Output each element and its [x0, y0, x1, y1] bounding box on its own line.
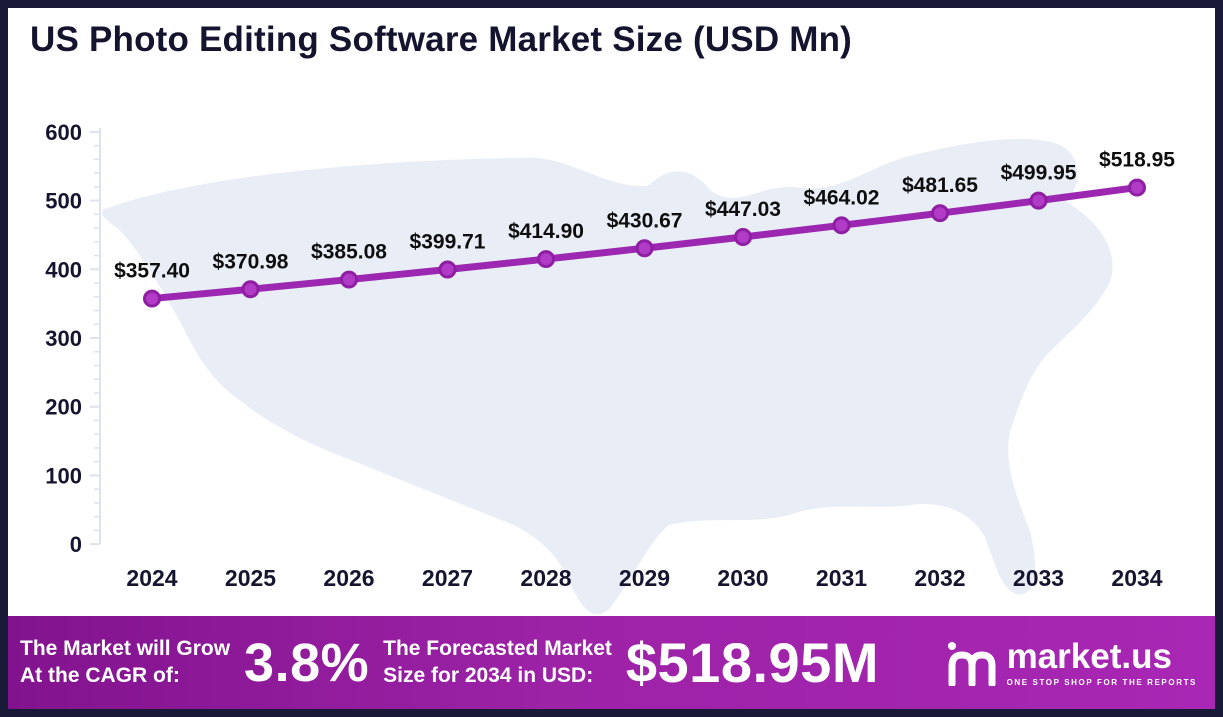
svg-text:2027: 2027	[422, 565, 473, 591]
cagr-label-line2: At the CAGR of:	[20, 663, 180, 687]
svg-text:2033: 2033	[1013, 565, 1064, 591]
svg-text:2024: 2024	[126, 565, 177, 591]
page-title: US Photo Editing Software Market Size (U…	[30, 20, 853, 59]
chart-area: 0 100 200 300 400 500 600 $357.40 $370.98 $385.08…	[8, 70, 1215, 616]
svg-text:2025: 2025	[225, 565, 276, 591]
market-us-logo: market.us ONE STOP SHOP FOR THE REPORTS	[945, 639, 1197, 687]
brand-text-block: market.us ONE STOP SHOP FOR THE REPORTS	[1007, 639, 1197, 687]
svg-text:$447.03: $447.03	[705, 198, 781, 221]
market-size-line-chart: 0 100 200 300 400 500 600 $357.40 $370.98 $385.08…	[45, 120, 1175, 615]
header: US Photo Editing Software Market Size (U…	[8, 8, 1215, 70]
cagr-label-line1: The Market will Grow	[20, 636, 231, 660]
svg-text:200: 200	[45, 395, 82, 420]
svg-text:$370.98: $370.98	[213, 250, 289, 273]
svg-text:400: 400	[45, 257, 82, 282]
svg-text:0: 0	[70, 532, 82, 557]
svg-text:$357.40: $357.40	[114, 260, 190, 283]
svg-text:2030: 2030	[717, 565, 768, 591]
forecast-label-line1: The Forecasted Market	[383, 636, 612, 660]
svg-text:100: 100	[45, 463, 82, 488]
svg-text:300: 300	[45, 326, 82, 351]
market-us-logo-icon	[947, 641, 996, 686]
svg-text:2034: 2034	[1111, 565, 1162, 591]
cagr-label: The Market will Grow At the CAGR of:	[20, 636, 230, 690]
svg-text:$464.02: $464.02	[804, 186, 880, 209]
svg-text:$399.71: $399.71	[410, 231, 486, 254]
svg-text:$518.95: $518.95	[1099, 149, 1175, 172]
svg-text:$430.67: $430.67	[607, 209, 683, 232]
svg-text:2032: 2032	[914, 565, 965, 591]
brand-tagline: ONE STOP SHOP FOR THE REPORTS	[1006, 677, 1197, 687]
cagr-value: 3.8%	[244, 632, 370, 693]
svg-text:2028: 2028	[520, 565, 571, 591]
svg-text:$481.65: $481.65	[902, 174, 978, 197]
forecast-label-line2: Size for 2034 in USD:	[383, 663, 594, 687]
svg-text:600: 600	[45, 120, 82, 145]
svg-text:500: 500	[45, 189, 82, 214]
footer-banner: The Market will Grow At the CAGR of: 3.8…	[8, 616, 1215, 709]
forecast-value: $518.95M	[625, 631, 879, 694]
svg-text:2031: 2031	[816, 565, 867, 591]
svg-text:2029: 2029	[619, 565, 670, 591]
svg-text:$499.95: $499.95	[1001, 162, 1077, 185]
svg-text:$414.90: $414.90	[508, 220, 584, 243]
forecast-label: The Forecasted Market Size for 2034 in U…	[383, 636, 612, 690]
svg-text:2026: 2026	[323, 565, 374, 591]
brand-name: market.us	[1006, 636, 1172, 676]
svg-text:$385.08: $385.08	[311, 241, 387, 264]
